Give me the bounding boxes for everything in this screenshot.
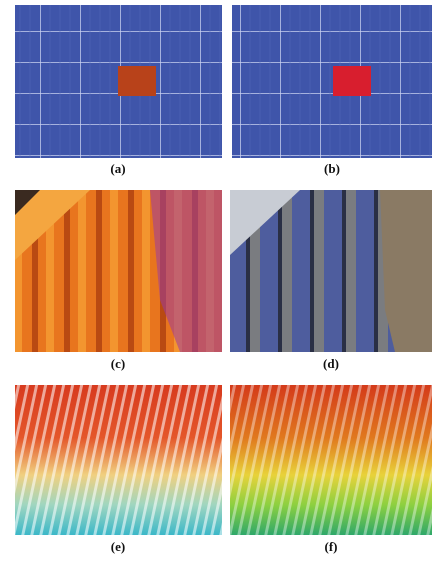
panel-e [15,385,222,535]
caption: (b) [324,161,340,176]
panel-f [230,385,432,535]
panel-b [232,5,432,158]
caption: (c) [111,356,125,371]
caption: (d) [323,356,339,371]
panel-d [230,190,432,352]
figure: (a) (b) (c) (d) (e) (f) [0,0,437,563]
panel-a [15,5,222,158]
caption: (a) [110,161,125,176]
panel-c [15,190,222,352]
caption: (e) [111,539,125,554]
caption: (f) [325,539,338,554]
